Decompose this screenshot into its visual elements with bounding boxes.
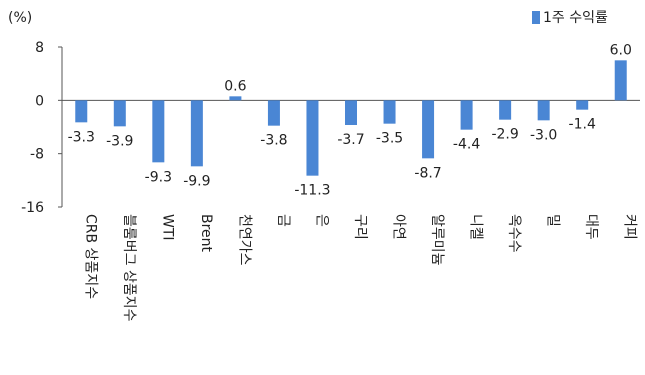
legend-label: 1주 수익률: [543, 10, 608, 26]
data-label: -3.3: [68, 129, 95, 145]
data-label: -8.7: [414, 165, 441, 181]
data-label: -3.0: [530, 127, 557, 143]
bar: [460, 100, 473, 130]
y-tick-label: -16: [21, 200, 44, 216]
bar: [75, 100, 88, 123]
data-label: -2.9: [491, 127, 518, 143]
category-label: 대두: [583, 214, 599, 240]
data-label: -9.9: [183, 173, 210, 189]
category-label: 은: [313, 214, 329, 227]
bar: [537, 100, 550, 121]
category-label: 커피: [622, 214, 638, 240]
bar: [383, 100, 396, 124]
category-label: 천연가스: [236, 214, 252, 266]
category-label: 구리: [352, 214, 368, 240]
legend-swatch: [532, 10, 540, 24]
bar: [306, 100, 319, 176]
category-label: 금: [275, 214, 291, 227]
bar: [113, 100, 126, 127]
category-label: 니켈: [468, 214, 484, 240]
bar: [422, 100, 435, 159]
y-tick-label: 8: [35, 40, 44, 56]
data-label: -4.4: [453, 137, 480, 153]
data-label: -1.4: [569, 117, 596, 133]
bar: [614, 60, 627, 101]
category-label: 블룸버그 상품지수: [121, 214, 137, 322]
bar: [190, 100, 203, 167]
y-tick-label: 0: [35, 93, 44, 109]
data-label: -9.3: [145, 169, 172, 185]
category-label: 알루미늄: [429, 214, 445, 266]
data-label: 0.6: [224, 78, 246, 94]
data-label: -11.3: [294, 183, 330, 199]
bar: [229, 96, 242, 101]
bar: [345, 100, 357, 125]
bar: [152, 100, 165, 163]
data-label: 6.0: [610, 42, 632, 58]
category-label: CRB 상품지수: [82, 214, 98, 299]
legend: 1주 수익률: [532, 7, 608, 27]
data-label: -3.9: [106, 133, 133, 149]
data-label: -3.8: [260, 133, 287, 149]
category-label: 아연: [391, 214, 407, 240]
category-label: 밀: [545, 214, 561, 227]
y-unit-label: (%): [8, 10, 33, 26]
category-label: WTI: [159, 214, 175, 241]
y-tick-label: -8: [30, 147, 44, 163]
bar: [576, 100, 589, 110]
category-label: 옥수수: [506, 214, 522, 253]
category-label: Brent: [198, 214, 214, 253]
data-label: -3.7: [337, 132, 364, 148]
data-label: -3.5: [376, 131, 403, 147]
bar: [267, 100, 280, 126]
bar: [499, 100, 512, 120]
